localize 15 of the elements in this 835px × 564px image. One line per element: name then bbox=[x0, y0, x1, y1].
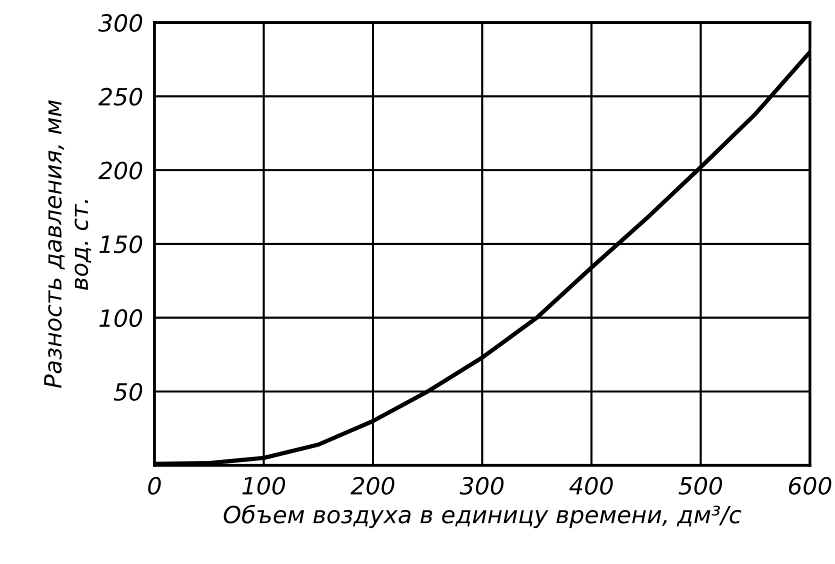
x-tick-label: 300 bbox=[460, 476, 504, 495]
x-axis-title: Объем воздуха в единицу времени, дм³/с bbox=[224, 504, 742, 528]
y-tick-label: 250 bbox=[98, 88, 142, 106]
y-tick-label: 150 bbox=[99, 235, 142, 254]
x-tick-label: 500 bbox=[678, 476, 722, 495]
x-tick-label: 200 bbox=[350, 476, 394, 495]
y-axis-title: Разность давления, мм вод. ст. bbox=[44, 100, 92, 388]
y-tick-label: 300 bbox=[98, 14, 142, 32]
y-tick-label: 100 bbox=[99, 309, 142, 328]
x-tick-label: 0 bbox=[148, 476, 161, 495]
x-tick-label: 400 bbox=[569, 476, 613, 495]
x-tick-label: 100 bbox=[242, 476, 286, 495]
x-tick-label: 600 bbox=[788, 476, 832, 495]
y-tick-label: 50 bbox=[114, 382, 142, 401]
y-tick-label: 200 bbox=[98, 162, 142, 180]
